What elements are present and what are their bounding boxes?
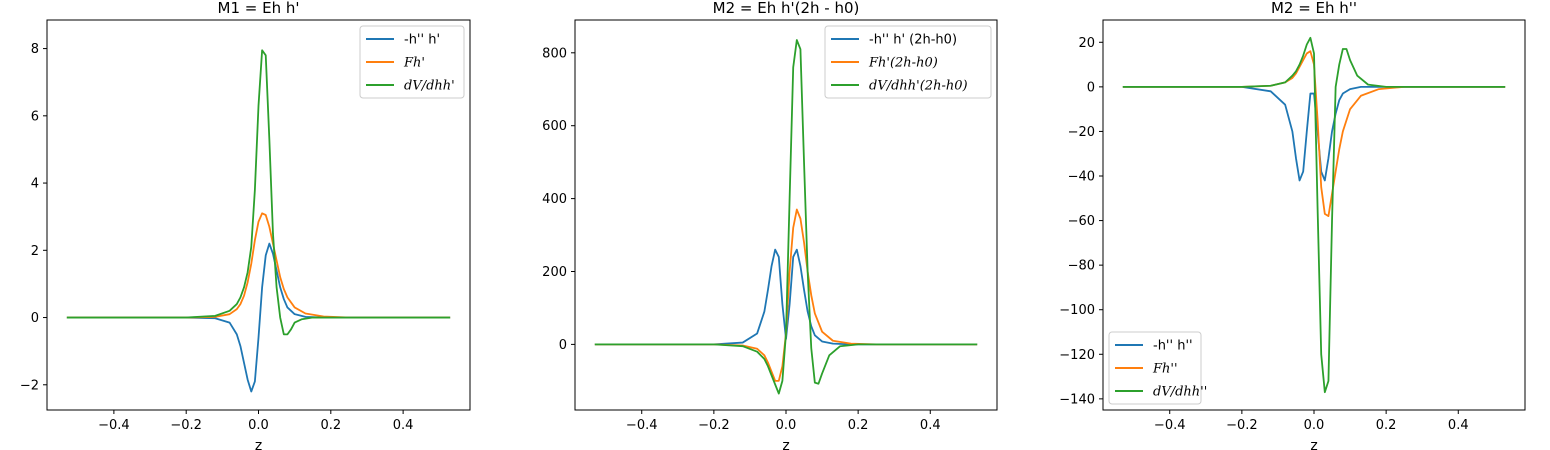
legend-box bbox=[824, 25, 992, 99]
series-line-3 bbox=[594, 39, 978, 395]
x-tick-label: 0.4 bbox=[393, 418, 414, 433]
y-tick-label: −100 bbox=[1059, 303, 1095, 318]
plot-area bbox=[66, 49, 451, 393]
series-line-2 bbox=[594, 208, 978, 382]
x-tick-label: −0.2 bbox=[170, 418, 202, 433]
y-tick-label: −2 bbox=[20, 378, 39, 393]
y-tick-label: −40 bbox=[1068, 170, 1095, 185]
x-tick-label: 0.0 bbox=[248, 418, 269, 433]
series-line-1 bbox=[66, 242, 451, 393]
legend-label-2: Fh'' bbox=[1152, 362, 1178, 377]
chart-panel-2: M2 = Eh h'(2h - h0) −0.4 −0.2 0.0 0.2 0.4 0 200… bbox=[542, 0, 998, 450]
y-tick-label: −60 bbox=[1068, 214, 1095, 229]
chart-title: M2 = Eh h'' bbox=[1271, 0, 1357, 17]
legend-label-3: dV/dhh'(2h-h0) bbox=[869, 79, 968, 94]
legend-label-1: -h'' h' (2h-h0) bbox=[869, 33, 957, 48]
x-tick-label: −0.4 bbox=[98, 418, 130, 433]
plot-area bbox=[594, 39, 978, 395]
y-tick-label: 600 bbox=[542, 119, 567, 134]
series-line-2 bbox=[66, 212, 451, 319]
y-tick-label: 0 bbox=[31, 311, 39, 326]
x-tick-label: 0.0 bbox=[776, 418, 797, 433]
series-line-1 bbox=[1122, 85, 1506, 182]
legend-label-1: -h'' h'' bbox=[1153, 339, 1193, 354]
chart-title: M1 = Eh h' bbox=[218, 0, 300, 17]
x-tick-label: 0.4 bbox=[920, 418, 941, 433]
y-tick-label: 6 bbox=[31, 109, 39, 124]
y-tick-label: −140 bbox=[1059, 392, 1095, 407]
x-tick-label: 0.0 bbox=[1304, 418, 1325, 433]
x-tick-label: −0.4 bbox=[1154, 418, 1186, 433]
y-tick-label: 800 bbox=[542, 46, 567, 61]
y-tick-label: 0 bbox=[1087, 80, 1095, 95]
y-tick-label: 20 bbox=[1078, 36, 1095, 51]
series-line-1 bbox=[594, 248, 978, 346]
y-tick-label: 0 bbox=[559, 338, 567, 353]
legend: -h'' h' (2h-h0) Fh'(2h-h0) dV/dhh'(2h-h0) bbox=[824, 25, 992, 99]
x-tick-label: 0.2 bbox=[1376, 418, 1397, 433]
legend-label-1: -h'' h' bbox=[404, 33, 440, 48]
legend-box bbox=[359, 25, 465, 99]
y-tick-label: 400 bbox=[542, 192, 567, 207]
x-axis-label: z bbox=[255, 438, 262, 450]
x-axis-label: z bbox=[1310, 438, 1317, 450]
chart-title: M2 = Eh h'(2h - h0) bbox=[713, 0, 860, 17]
legend: -h'' h'' Fh'' dV/dhh'' bbox=[1108, 331, 1207, 405]
y-tick-label: 4 bbox=[31, 177, 39, 192]
series-line-2 bbox=[1122, 50, 1506, 218]
legend-box bbox=[1108, 331, 1202, 405]
x-tick-label: 0.2 bbox=[320, 418, 341, 433]
y-tick-label: −80 bbox=[1068, 259, 1095, 274]
x-tick-label: −0.2 bbox=[1226, 418, 1258, 433]
x-tick-label: −0.4 bbox=[626, 418, 658, 433]
x-axis-label: z bbox=[782, 438, 789, 450]
series-line-3 bbox=[1122, 36, 1506, 394]
chart-panel-3: M2 = Eh h'' −0.4 −0.2 0.0 0.2 0.4 −140 −120 −100… bbox=[1059, 0, 1526, 450]
series-line-3 bbox=[66, 49, 451, 336]
legend-label-2: Fh'(2h-h0) bbox=[868, 56, 938, 71]
legend-label-3: dV/dhh' bbox=[404, 79, 455, 94]
y-tick-label: 2 bbox=[31, 244, 39, 259]
legend-label-2: Fh' bbox=[403, 56, 425, 71]
y-tick-label: −120 bbox=[1059, 348, 1095, 363]
plot-area bbox=[1122, 36, 1506, 394]
chart-panel-1: M1 = Eh h' −0.4 −0.2 0.0 0.2 0.4 −2 0 2 4 6 8 z -h'' … bbox=[20, 0, 471, 450]
x-tick-label: 0.4 bbox=[1448, 418, 1469, 433]
x-tick-label: −0.2 bbox=[698, 418, 730, 433]
y-tick-label: −20 bbox=[1068, 125, 1095, 140]
x-tick-label: 0.2 bbox=[848, 418, 869, 433]
y-tick-label: 8 bbox=[31, 42, 39, 57]
legend: -h'' h' Fh' dV/dhh' bbox=[359, 25, 465, 99]
legend-label-3: dV/dhh'' bbox=[1153, 385, 1207, 400]
y-tick-label: 200 bbox=[542, 265, 567, 280]
